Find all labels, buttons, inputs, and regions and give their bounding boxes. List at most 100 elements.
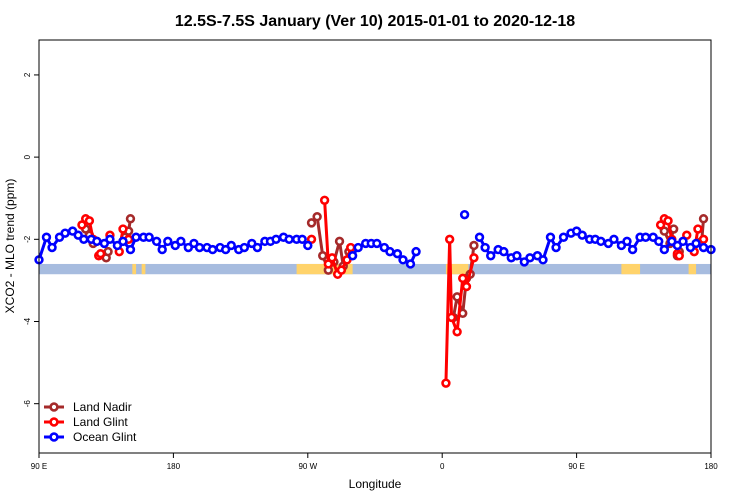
data-point bbox=[627, 244, 638, 255]
data-point bbox=[306, 218, 317, 228]
data-point bbox=[284, 234, 294, 245]
y-tick-label: -4 bbox=[23, 317, 32, 325]
data-point bbox=[545, 232, 556, 242]
data-point bbox=[103, 246, 113, 257]
data-point bbox=[92, 236, 102, 247]
x-tick-label: 90 E bbox=[31, 462, 47, 471]
data-point bbox=[392, 248, 403, 259]
data-point bbox=[336, 265, 347, 275]
x-axis: 90 E 180 90 W 0 90 E 180 bbox=[31, 453, 718, 471]
data-point bbox=[458, 273, 468, 284]
data-point bbox=[346, 242, 356, 253]
y-tick-label: -6 bbox=[23, 400, 32, 408]
data-point bbox=[125, 214, 136, 224]
data-point bbox=[252, 242, 263, 253]
series-land-glint bbox=[77, 195, 709, 388]
data-point bbox=[577, 230, 587, 240]
data-point bbox=[303, 240, 313, 251]
data-point bbox=[95, 248, 106, 259]
data-point bbox=[405, 259, 416, 269]
plot-frame bbox=[38, 39, 712, 454]
data-point bbox=[105, 234, 115, 245]
data-point bbox=[334, 236, 345, 247]
legend-item: Land Nadir bbox=[44, 400, 132, 414]
ocean-band bbox=[39, 263, 711, 275]
data-point bbox=[452, 327, 462, 337]
data-point bbox=[674, 251, 684, 261]
legend-item: Ocean Glint bbox=[44, 430, 137, 444]
data-point bbox=[691, 238, 701, 249]
y-tick-label: 2 bbox=[23, 72, 32, 77]
x-tick-label: 180 bbox=[167, 462, 181, 471]
data-point bbox=[698, 234, 709, 245]
x-tick-label: 180 bbox=[704, 462, 718, 471]
data-point bbox=[60, 228, 70, 238]
data-point bbox=[327, 253, 337, 263]
data-point bbox=[176, 236, 186, 247]
data-point bbox=[659, 244, 670, 255]
data-point bbox=[446, 312, 457, 323]
data-point bbox=[353, 242, 363, 253]
data-point bbox=[157, 244, 167, 255]
data-point bbox=[693, 224, 703, 234]
land-ocean-band bbox=[39, 263, 711, 275]
data-point bbox=[347, 251, 358, 261]
legend-marker bbox=[49, 417, 59, 427]
data-point bbox=[125, 244, 136, 255]
data-point bbox=[226, 240, 236, 251]
x-tick-label: 90 W bbox=[298, 462, 317, 471]
x-axis-label: Longitude bbox=[349, 477, 402, 491]
data-point bbox=[551, 242, 561, 253]
data-point bbox=[459, 209, 470, 220]
land-band bbox=[141, 263, 146, 275]
data-point bbox=[512, 251, 522, 261]
data-point bbox=[312, 212, 322, 222]
y-axis: -6 -4 -2 0 2 bbox=[23, 72, 39, 407]
data-point bbox=[47, 242, 57, 253]
legend-marker bbox=[49, 432, 59, 442]
data-point bbox=[84, 216, 95, 226]
data-point bbox=[622, 236, 632, 247]
data-point bbox=[79, 234, 89, 245]
y-tick-label: -2 bbox=[23, 235, 32, 243]
data-point bbox=[411, 246, 421, 257]
data-point bbox=[469, 240, 479, 251]
data-point bbox=[486, 251, 496, 261]
legend-marker bbox=[49, 402, 59, 412]
data-point bbox=[131, 232, 141, 242]
series-layer bbox=[34, 195, 716, 388]
data-point bbox=[499, 246, 509, 257]
data-point bbox=[194, 242, 205, 253]
data-point bbox=[654, 236, 664, 247]
data-point bbox=[538, 255, 548, 265]
data-point bbox=[144, 232, 154, 242]
data-point bbox=[698, 242, 709, 253]
data-point bbox=[271, 234, 281, 245]
data-point bbox=[318, 251, 328, 261]
data-point bbox=[41, 232, 52, 242]
data-point bbox=[118, 236, 128, 247]
land-band bbox=[132, 263, 137, 275]
data-point bbox=[461, 281, 472, 292]
data-point bbox=[640, 232, 651, 242]
legend-label: Ocean Glint bbox=[73, 430, 137, 444]
data-point bbox=[609, 234, 619, 245]
data-point bbox=[698, 214, 709, 224]
data-point bbox=[118, 224, 128, 234]
legend-label: Land Glint bbox=[73, 415, 128, 429]
data-point bbox=[525, 253, 535, 263]
land-band bbox=[621, 263, 641, 275]
data-point bbox=[297, 234, 307, 245]
legend-item: Land Glint bbox=[44, 415, 128, 429]
data-point bbox=[319, 195, 330, 205]
x-tick-label: 90 E bbox=[568, 462, 584, 471]
data-point bbox=[474, 232, 485, 242]
land-band bbox=[445, 263, 469, 275]
data-point bbox=[398, 255, 408, 265]
x-tick-label: 0 bbox=[440, 462, 445, 471]
data-point bbox=[480, 242, 490, 253]
y-tick-label: 0 bbox=[23, 154, 32, 159]
data-point bbox=[678, 236, 688, 247]
